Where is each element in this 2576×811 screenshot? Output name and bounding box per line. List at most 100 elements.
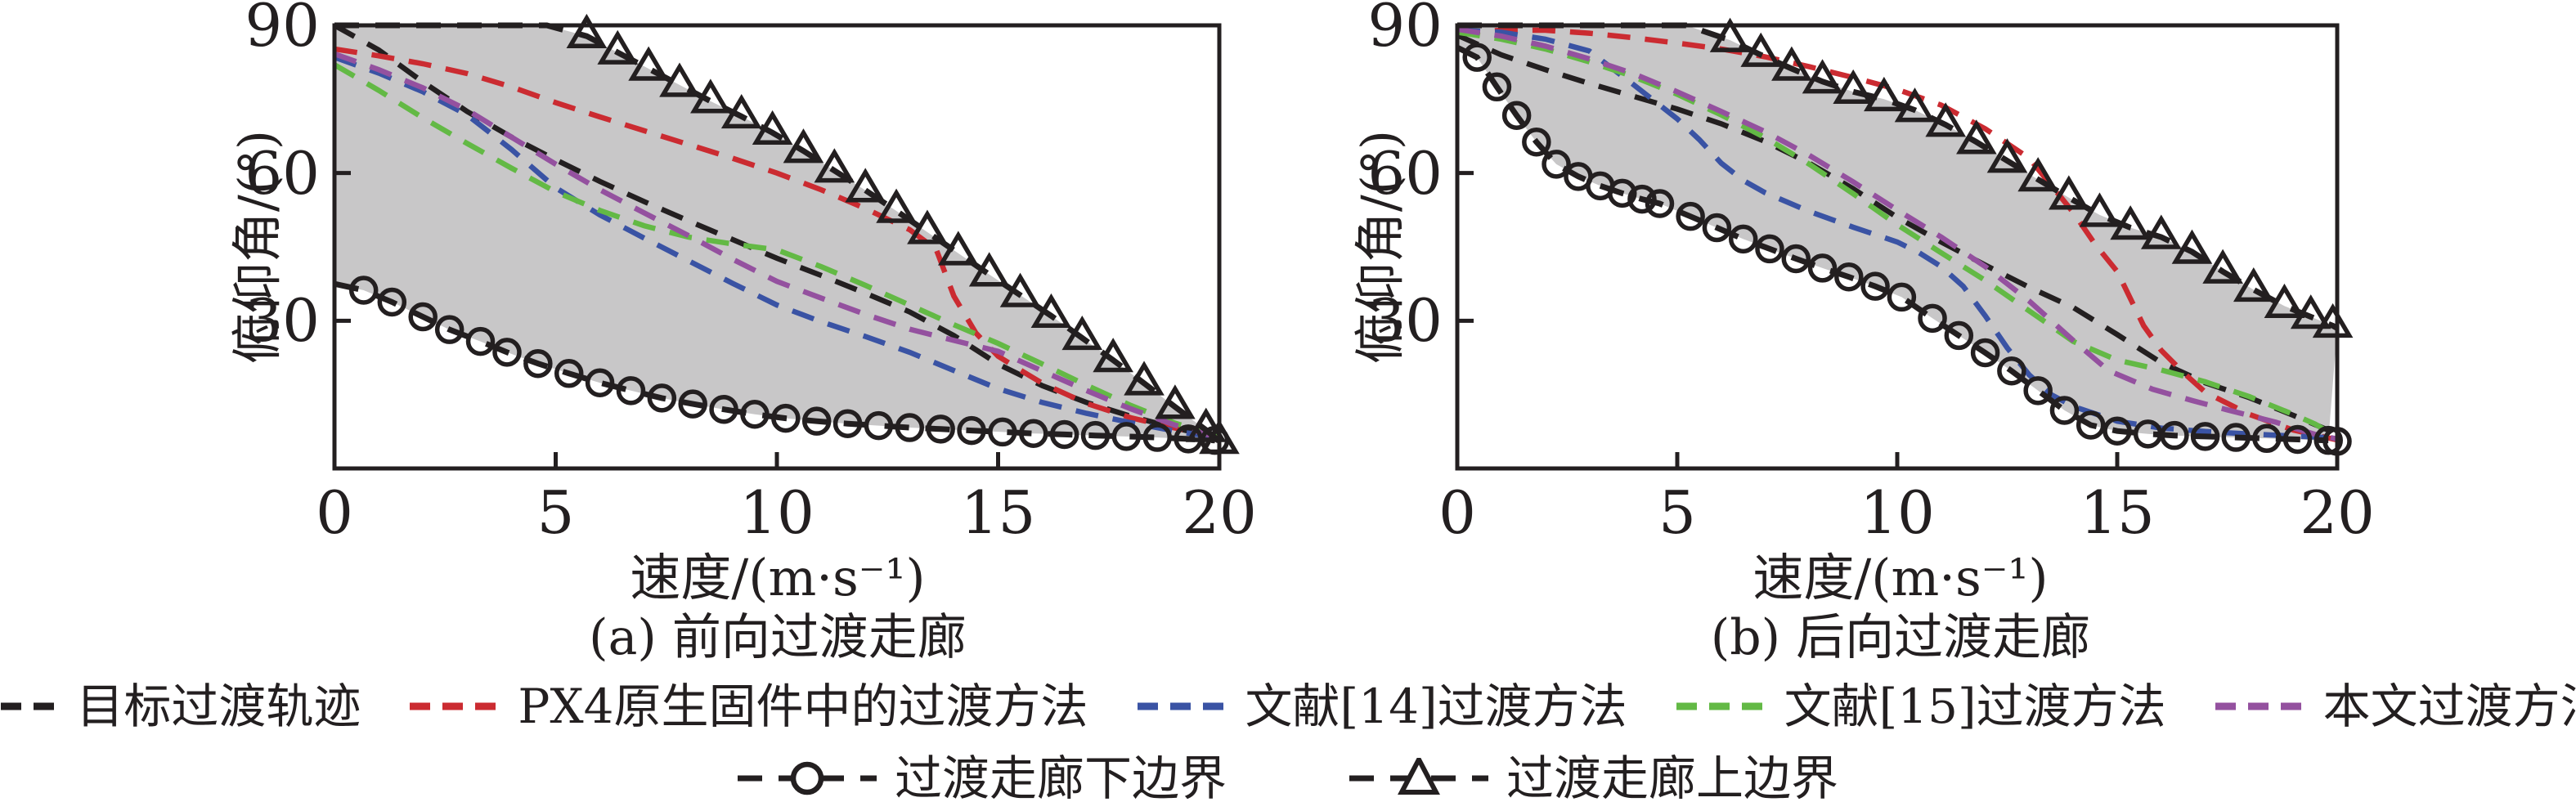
circle-marker	[1522, 127, 1551, 157]
triangle-marker	[628, 46, 669, 81]
circle-marker	[1807, 253, 1838, 283]
circle-marker	[2049, 396, 2080, 425]
triangle-marker	[1956, 119, 1997, 155]
circle-marker	[832, 409, 863, 438]
y-axis-label-b: 俯仰角/(°)	[1350, 129, 1410, 365]
legend-row-boundaries: 过渡走廊下边界 过渡走廊上边界	[0, 746, 2576, 811]
circle-marker	[1944, 320, 1974, 351]
subplot-caption-b: (b) 后向过渡走廊	[1710, 609, 2091, 666]
x-tick-label: 10	[1860, 478, 1935, 547]
triangle-marker	[938, 231, 979, 266]
triangle-marker	[907, 209, 948, 244]
legend-item: 文献[15]过渡方法	[1676, 677, 2166, 736]
triangle-marker	[2110, 205, 2151, 240]
triangle-marker	[1124, 361, 1165, 396]
series-line	[1456, 29, 2339, 440]
triangle-marker	[1740, 32, 1782, 67]
plot-forward-corridor: 0 5 10 15 20 30 60 90	[245, 0, 1256, 545]
circle-marker	[2160, 420, 2189, 450]
circle-marker	[1080, 420, 1111, 450]
x-tick-label: 15	[960, 478, 1036, 547]
triangle-marker	[1709, 17, 1751, 52]
circle-marker	[1997, 356, 2026, 386]
y-tick-label: 90	[1367, 0, 1443, 60]
y-tick-label: 90	[245, 0, 320, 60]
triangle-marker	[2049, 175, 2089, 210]
dashed-line-swatch-icon	[1137, 702, 1227, 710]
triangle-marker	[2202, 249, 2243, 284]
legend-row-methods: 目标过渡轨迹 PX4原生固件中的过渡方法 文献[14]过渡方法 文献[15]过渡方法 本…	[0, 674, 2576, 739]
x-tick-label: 5	[536, 478, 575, 547]
series-line	[334, 46, 1220, 440]
dashed-line-swatch-icon	[2215, 702, 2305, 710]
circle-marker	[554, 359, 584, 388]
plot-area	[1455, 17, 2354, 471]
triangle-marker	[1864, 76, 1905, 112]
y-axis-label-a: 俯仰角/(°)	[227, 129, 287, 365]
series-line	[333, 55, 1220, 441]
x-tick-label: 20	[2300, 478, 2375, 547]
circle-marker	[2252, 423, 2282, 454]
legend-item: 本文过渡方法	[2215, 677, 2576, 736]
circle-marker	[895, 413, 925, 442]
circle-marker	[988, 417, 1017, 447]
circle-marker	[1970, 338, 2000, 368]
circle-marker	[492, 338, 522, 367]
triangle-marker	[597, 29, 639, 65]
circle-marker	[434, 315, 464, 344]
circle-marker	[1702, 213, 1732, 243]
series-line	[1456, 26, 2338, 442]
triangle-marker	[2017, 157, 2058, 192]
circle-marker	[2103, 416, 2132, 446]
circle-marker	[585, 368, 615, 397]
circle-marker	[377, 287, 407, 317]
triangle-marker	[690, 78, 731, 114]
triangle-marker	[1093, 338, 1133, 373]
triangle-marker	[2264, 283, 2305, 319]
plot-area	[332, 13, 1240, 471]
triangle-marker	[1925, 102, 1966, 137]
triangle-marker	[814, 148, 855, 183]
triangle-marker	[566, 13, 608, 48]
legend-label: 文献[15]过渡方法	[1784, 679, 2166, 734]
circle-marker	[1019, 419, 1048, 448]
triangle-marker	[2290, 294, 2331, 329]
circle-marker	[1462, 43, 1492, 72]
x-tick-label: 10	[739, 478, 815, 547]
legend-label: 过渡走廊下边界	[894, 751, 1227, 806]
triangle-marker	[876, 188, 917, 223]
circle-marker	[1676, 201, 1705, 231]
dashed-line-swatch-icon	[1676, 702, 1766, 710]
circle-marker	[801, 406, 832, 436]
triangle-marker	[2171, 229, 2213, 264]
boundary-line	[1456, 44, 2329, 444]
circle-marker	[1834, 262, 1864, 292]
legend-label: 目标过渡轨迹	[76, 679, 361, 734]
legend-label: PX4原生固件中的过渡方法	[518, 679, 1088, 734]
legend-item: 过渡走廊上边界	[1349, 749, 1838, 808]
circle-marker	[1111, 422, 1142, 451]
triangle-marker	[999, 272, 1041, 307]
dashed-line-swatch-icon	[0, 702, 59, 710]
circle-marker	[348, 276, 379, 305]
triangle-marker	[1030, 293, 1072, 329]
legend-item: 过渡走廊下边界	[737, 749, 1227, 808]
triangle-marker	[720, 93, 762, 129]
circle-marker	[523, 348, 553, 379]
circle-marker	[2190, 422, 2220, 451]
circle-marker	[2076, 410, 2106, 440]
triangle-marker	[2312, 302, 2354, 338]
circle-marker	[1781, 244, 1811, 274]
circle-marker	[1627, 184, 1657, 214]
circle-marker	[771, 403, 801, 433]
triangle-marker	[1894, 87, 1936, 123]
x-tick-label: 5	[1658, 478, 1696, 547]
x-axis-label-a: 速度/(m·s⁻¹)	[630, 548, 926, 607]
circle-marker	[926, 414, 955, 444]
series-line	[1456, 27, 2338, 441]
x-tick-label: 0	[316, 478, 353, 547]
triangle-marker	[659, 62, 700, 97]
circle-marker	[1728, 224, 1758, 254]
triangle-marker	[1771, 46, 1812, 81]
circle-marker	[1501, 101, 1532, 130]
